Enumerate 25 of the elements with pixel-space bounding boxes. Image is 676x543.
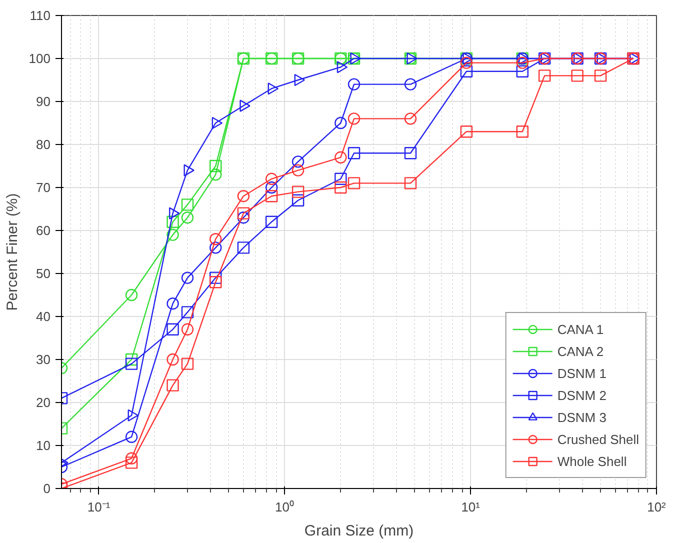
y-tick-label: 100	[28, 51, 51, 66]
y-tick-label: 60	[36, 223, 51, 238]
x-tick-label: 10⁰	[274, 500, 294, 514]
x-tick-label: 10¹	[461, 500, 481, 514]
x-tick-label: 10²	[647, 500, 667, 514]
x-tick-label: 10⁻¹	[87, 500, 111, 514]
y-tick-label: 10	[36, 438, 51, 453]
y-tick-label: 110	[30, 8, 51, 23]
y-tick-label: 30	[36, 352, 51, 367]
y-tick-label: 50	[36, 266, 51, 281]
y-tick-label: 90	[36, 94, 51, 109]
y-tick-label: 20	[36, 395, 51, 410]
x-axis-title: Grain Size (mm)	[304, 522, 414, 540]
legend-label: CANA 1	[557, 322, 604, 336]
y-tick-label: 0	[43, 481, 51, 496]
legend-label: CANA 2	[557, 344, 604, 358]
y-tick-label: 40	[36, 309, 51, 324]
y-tick-label: 70	[36, 180, 51, 195]
legend-label: Crushed Shell	[557, 432, 639, 446]
y-axis-title: Percent Finer (%)	[4, 193, 21, 311]
legend-label: DSNM 3	[557, 410, 606, 424]
legend-label: DSNM 1	[557, 366, 606, 380]
legend-label: DSNM 2	[557, 388, 606, 402]
legend-label: Whole Shell	[557, 454, 627, 468]
y-tick-label: 80	[36, 137, 51, 152]
